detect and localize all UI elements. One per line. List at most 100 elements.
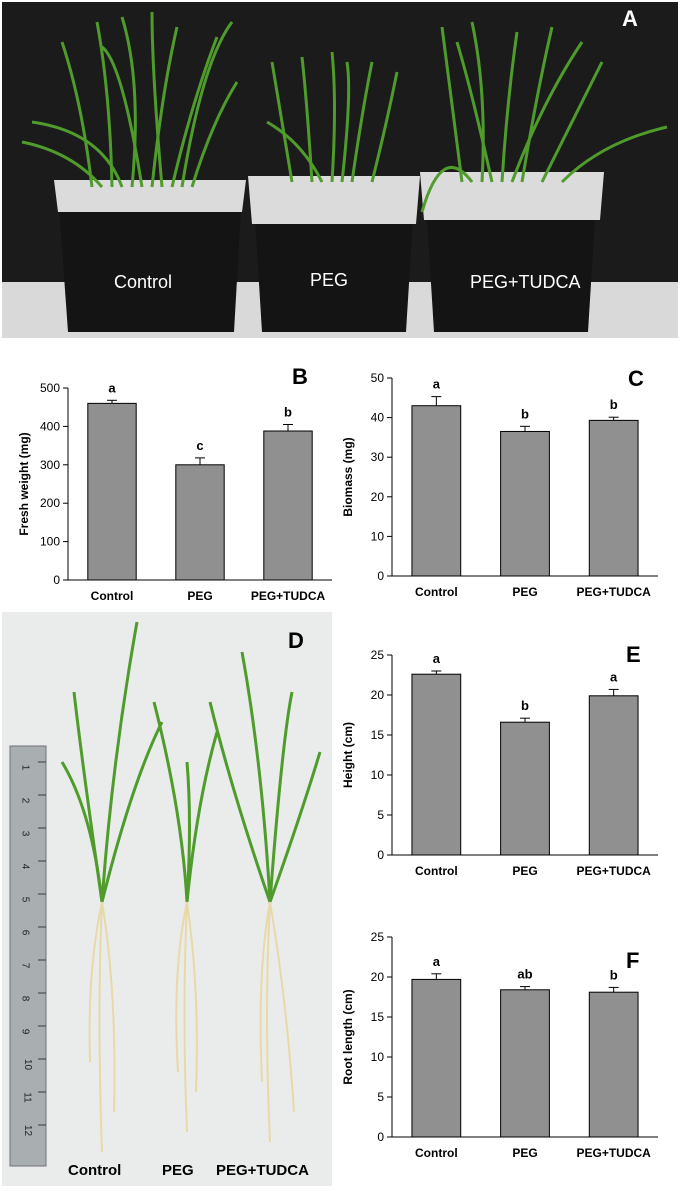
y-tick-label: 15 (371, 728, 385, 742)
y-tick-label: 0 (377, 569, 384, 583)
y-tick-label: 200 (40, 496, 60, 510)
y-tick-label: 5 (377, 1090, 384, 1104)
y-tick-label: 40 (371, 411, 385, 425)
significance-letter: a (433, 651, 441, 666)
y-tick-label: 15 (371, 1010, 385, 1024)
y-tick-label: 0 (53, 573, 60, 587)
significance-letter: b (610, 967, 618, 982)
y-tick-label: 500 (40, 381, 60, 395)
y-tick-label: 5 (377, 808, 384, 822)
ruler-number: 6 (19, 929, 31, 936)
panel-b: 0 100 200 300 400 500 Fresh weight (mg) a Contro… (0, 344, 340, 606)
y-tick-label: 100 (40, 535, 60, 549)
y-axis-label: Height (cm) (341, 722, 355, 788)
bar (87, 402, 137, 581)
y-tick-label: 0 (377, 848, 384, 862)
x-tick-label: PEG (512, 1146, 537, 1160)
y-tick-label: 30 (371, 450, 385, 464)
y-tick-label: 20 (371, 490, 385, 504)
y-tick-label: 50 (371, 371, 385, 385)
chart-fresh-weight: 0 100 200 300 400 500 Fresh weight (mg) a Contro… (17, 380, 332, 603)
y-tick-label: 300 (40, 458, 60, 472)
y-tick-label: 10 (371, 1050, 385, 1064)
photo-panel-a: Control PEG PEG+TUDCA A (2, 2, 678, 338)
significance-letter: a (108, 380, 116, 395)
panel-e: 0 5 10 15 20 25 Height (cm) a Control b PEG a PEG+TU… (340, 618, 680, 892)
x-tick-label: Control (415, 1146, 458, 1160)
panel-f: 0 5 10 15 20 25 Root length (cm) a Control ab PEG b… (340, 900, 680, 1186)
panel-letter-f: F (626, 948, 640, 973)
photo-label-peg: PEG (162, 1162, 194, 1179)
bar (500, 989, 550, 1138)
ruler-number: 2 (19, 797, 31, 804)
bar (588, 695, 639, 856)
x-tick-label: Control (415, 864, 458, 878)
panel-letter-a: A (622, 6, 638, 31)
photo-panel-d: 1 2 3 4 5 6 7 8 9 10 11 12 Control PEG PEG+TUDCA D (2, 612, 332, 1186)
chart-root-length: 0 5 10 15 20 25 Root length (cm) a Control ab PEG b… (341, 930, 658, 1160)
x-tick-label: Control (415, 585, 458, 599)
pot-label-peg: PEG (310, 270, 349, 290)
y-tick-label: 10 (371, 529, 385, 543)
panel-letter-e: E (626, 642, 641, 667)
bar (500, 430, 550, 577)
bar (263, 430, 313, 581)
significance-letter: ab (517, 967, 532, 982)
y-tick-label: 25 (371, 648, 385, 662)
y-tick-label: 0 (377, 1130, 384, 1144)
photo-a-illustration (2, 2, 678, 338)
significance-letter: b (521, 698, 529, 713)
ruler-number: 7 (19, 962, 31, 969)
bar (175, 464, 225, 581)
ruler-number: 11 (21, 1092, 33, 1103)
panel-letter-c: C (628, 366, 644, 391)
bar (411, 405, 462, 577)
y-axis-label: Root length (cm) (341, 989, 355, 1084)
panel-letter-b: B (292, 364, 308, 389)
x-tick-label: PEG+TUDCA (251, 589, 326, 603)
x-tick-label: PEG (512, 585, 537, 599)
photo-label-control: Control (68, 1162, 122, 1179)
bar (411, 673, 462, 856)
y-tick-label: 10 (371, 768, 385, 782)
pot-peg (248, 51, 420, 332)
pot-control (21, 11, 246, 332)
y-tick-label: 400 (40, 419, 60, 433)
significance-letter: b (284, 404, 292, 419)
bar (500, 721, 550, 856)
photo-label-peg-tudca: PEG+TUDCA (216, 1162, 309, 1179)
ruler-number: 8 (19, 995, 31, 1002)
bar (588, 419, 639, 577)
bar (411, 978, 462, 1138)
y-tick-label: 20 (371, 688, 385, 702)
panel-letter-d: D (288, 628, 304, 653)
chart-height: 0 5 10 15 20 25 Height (cm) a Control b PEG a PEG+TU… (341, 648, 658, 878)
ruler-number: 5 (19, 896, 31, 903)
x-tick-label: PEG (512, 864, 537, 878)
photo-d-illustration (9, 621, 322, 1167)
pot-label-control: Control (114, 272, 173, 292)
y-axis-label: Biomass (mg) (341, 437, 355, 516)
x-tick-label: PEG+TUDCA (576, 585, 651, 599)
ruler-number: 4 (19, 863, 31, 870)
significance-letter: c (196, 438, 203, 453)
x-tick-label: PEG+TUDCA (576, 864, 651, 878)
x-tick-label: Control (91, 589, 134, 603)
pot-peg-tudca (420, 21, 668, 332)
ruler-number: 3 (19, 830, 31, 837)
significance-letter: b (521, 406, 529, 421)
ruler-number: 9 (19, 1028, 31, 1035)
y-tick-label: 20 (371, 970, 385, 984)
x-tick-label: PEG+TUDCA (576, 1146, 651, 1160)
y-axis-label: Fresh weight (mg) (17, 432, 31, 535)
ruler-number: 10 (22, 1058, 34, 1071)
significance-letter: a (433, 377, 441, 392)
ruler-number: 12 (22, 1124, 34, 1137)
chart-biomass: 0 10 20 30 40 50 Biomass (mg) a Control b PEG b PEG+… (341, 371, 658, 599)
significance-letter: a (610, 669, 618, 684)
bar (588, 991, 639, 1138)
ruler-number: 1 (19, 764, 31, 771)
y-tick-label: 25 (371, 930, 385, 944)
significance-letter: b (610, 397, 618, 412)
panel-c: 0 10 20 30 40 50 Biomass (mg) a Control b PEG b PEG+… (340, 344, 680, 606)
